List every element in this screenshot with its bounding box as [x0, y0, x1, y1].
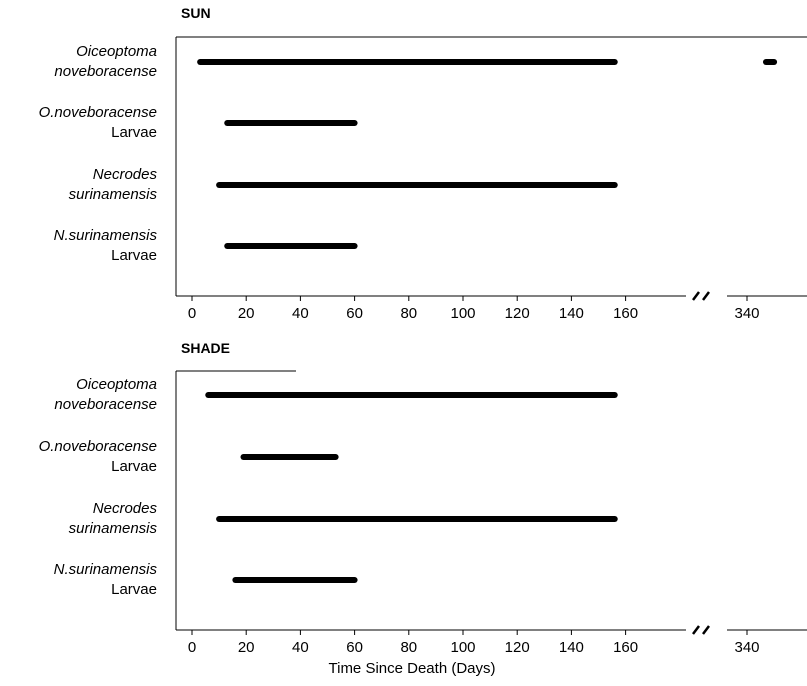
x-tick-label: 60: [346, 639, 363, 656]
panel-sun: SUN 0 20 40 60 80 100 120 140 160 340 Oiceoptoma nov…: [39, 5, 807, 322]
species-label-line1: O.noveboracense: [39, 438, 157, 455]
species-label-line2: Larvae: [111, 247, 157, 264]
species-label-line2: Larvae: [111, 124, 157, 141]
species-label-line2: surinamensis: [69, 186, 158, 203]
x-tick-label: 80: [400, 639, 417, 656]
x-tick-label: 120: [505, 305, 530, 322]
species-label-line2: surinamensis: [69, 520, 158, 537]
axis-break-slash: [702, 291, 710, 301]
species-label-line2: Larvae: [111, 458, 157, 475]
axis-break-slash: [702, 625, 710, 635]
species-label-line1: N.surinamensis: [54, 561, 158, 578]
x-tick-label: 340: [734, 639, 759, 656]
species-label-line1: Necrodes: [93, 500, 158, 517]
species-label-line2: noveboracense: [54, 396, 157, 413]
x-tick-label: 340: [734, 305, 759, 322]
x-tick-label: 120: [505, 639, 530, 656]
x-tick-label: 0: [188, 639, 196, 656]
x-tick-label: 160: [613, 639, 638, 656]
species-label-line1: O.noveboracense: [39, 104, 157, 121]
species-label-line2: noveboracense: [54, 63, 157, 80]
x-tick-label: 140: [559, 639, 584, 656]
x-tick-label: 80: [400, 305, 417, 322]
panel-shade: SHADE 0 20 40 60 80 100 120 140 160 340 Time Since …: [39, 340, 807, 677]
species-label-line1: Oiceoptoma: [76, 43, 157, 60]
x-tick-label: 100: [450, 639, 475, 656]
x-tick-label: 0: [188, 305, 196, 322]
x-tick-label: 40: [292, 639, 309, 656]
x-tick-label: 20: [238, 305, 255, 322]
x-tick-label: 60: [346, 305, 363, 322]
x-axis-title: Time Since Death (Days): [329, 660, 496, 677]
species-label-line1: N.surinamensis: [54, 227, 158, 244]
x-tick-label: 160: [613, 305, 638, 322]
x-tick-label: 140: [559, 305, 584, 322]
axis-break-mark: [692, 291, 710, 301]
x-tick-label: 20: [238, 639, 255, 656]
axis-break-slash: [692, 625, 700, 635]
species-label-line2: Larvae: [111, 581, 157, 598]
species-label-line1: Oiceoptoma: [76, 376, 157, 393]
x-tick-label: 100: [450, 305, 475, 322]
panel-title: SHADE: [181, 340, 230, 356]
axis-break-slash: [692, 291, 700, 301]
x-tick-label: 40: [292, 305, 309, 322]
species-label-line1: Necrodes: [93, 166, 158, 183]
panel-title: SUN: [181, 5, 211, 21]
axis-break-mark: [692, 625, 710, 635]
